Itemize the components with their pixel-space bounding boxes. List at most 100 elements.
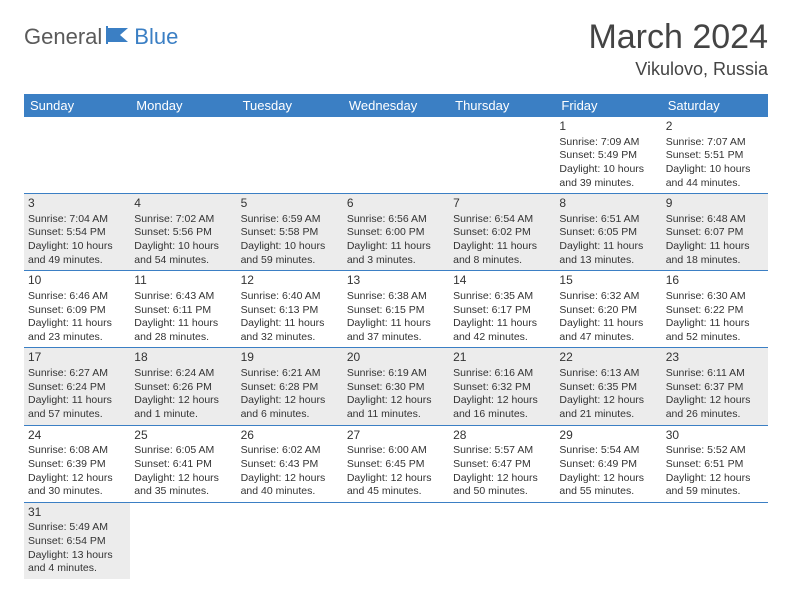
location: Vikulovo, Russia <box>588 59 768 80</box>
day-number: 3 <box>28 196 126 212</box>
sunset-text: Sunset: 6:13 PM <box>241 304 339 318</box>
daylight-text: Daylight: 11 hours and 28 minutes. <box>134 317 232 344</box>
calendar-cell: 16Sunrise: 6:30 AMSunset: 6:22 PMDayligh… <box>662 271 768 348</box>
sunrise-text: Sunrise: 6:48 AM <box>666 213 764 227</box>
calendar-cell: 7Sunrise: 6:54 AMSunset: 6:02 PMDaylight… <box>449 194 555 271</box>
daylight-text: Daylight: 12 hours and 55 minutes. <box>559 472 657 499</box>
day-number: 19 <box>241 350 339 366</box>
sunset-text: Sunset: 6:11 PM <box>134 304 232 318</box>
sunrise-text: Sunrise: 6:40 AM <box>241 290 339 304</box>
day-number: 31 <box>28 505 126 521</box>
day-number: 18 <box>134 350 232 366</box>
calendar-cell: 28Sunrise: 5:57 AMSunset: 6:47 PMDayligh… <box>449 425 555 502</box>
day-number: 24 <box>28 428 126 444</box>
calendar-cell: 3Sunrise: 7:04 AMSunset: 5:54 PMDaylight… <box>24 194 130 271</box>
daylight-text: Daylight: 12 hours and 50 minutes. <box>453 472 551 499</box>
daylight-text: Daylight: 10 hours and 59 minutes. <box>241 240 339 267</box>
calendar-cell: 15Sunrise: 6:32 AMSunset: 6:20 PMDayligh… <box>555 271 661 348</box>
sunset-text: Sunset: 5:51 PM <box>666 149 764 163</box>
sunset-text: Sunset: 6:45 PM <box>347 458 445 472</box>
calendar-row: 10Sunrise: 6:46 AMSunset: 6:09 PMDayligh… <box>24 271 768 348</box>
day-number: 21 <box>453 350 551 366</box>
calendar-cell <box>662 502 768 579</box>
daylight-text: Daylight: 12 hours and 1 minute. <box>134 394 232 421</box>
calendar-cell <box>343 117 449 194</box>
daylight-text: Daylight: 12 hours and 30 minutes. <box>28 472 126 499</box>
sunrise-text: Sunrise: 6:35 AM <box>453 290 551 304</box>
calendar-cell <box>130 502 236 579</box>
calendar-cell <box>449 502 555 579</box>
calendar-cell: 13Sunrise: 6:38 AMSunset: 6:15 PMDayligh… <box>343 271 449 348</box>
calendar-body: 1Sunrise: 7:09 AMSunset: 5:49 PMDaylight… <box>24 117 768 579</box>
daylight-text: Daylight: 10 hours and 54 minutes. <box>134 240 232 267</box>
day-number: 8 <box>559 196 657 212</box>
calendar-cell <box>130 117 236 194</box>
calendar-cell: 24Sunrise: 6:08 AMSunset: 6:39 PMDayligh… <box>24 425 130 502</box>
weekday-header-row: Sunday Monday Tuesday Wednesday Thursday… <box>24 94 768 117</box>
daylight-text: Daylight: 12 hours and 11 minutes. <box>347 394 445 421</box>
calendar-row: 3Sunrise: 7:04 AMSunset: 5:54 PMDaylight… <box>24 194 768 271</box>
sunrise-text: Sunrise: 6:46 AM <box>28 290 126 304</box>
calendar-cell <box>449 117 555 194</box>
sunrise-text: Sunrise: 6:51 AM <box>559 213 657 227</box>
calendar-cell <box>343 502 449 579</box>
weekday-header: Thursday <box>449 94 555 117</box>
sunset-text: Sunset: 6:49 PM <box>559 458 657 472</box>
sunset-text: Sunset: 5:58 PM <box>241 226 339 240</box>
day-number: 11 <box>134 273 232 289</box>
sunset-text: Sunset: 5:54 PM <box>28 226 126 240</box>
calendar-cell: 5Sunrise: 6:59 AMSunset: 5:58 PMDaylight… <box>237 194 343 271</box>
sunrise-text: Sunrise: 6:02 AM <box>241 444 339 458</box>
sunrise-text: Sunrise: 5:54 AM <box>559 444 657 458</box>
sunset-text: Sunset: 6:47 PM <box>453 458 551 472</box>
calendar-cell: 30Sunrise: 5:52 AMSunset: 6:51 PMDayligh… <box>662 425 768 502</box>
logo: General Blue <box>24 24 178 50</box>
day-number: 28 <box>453 428 551 444</box>
calendar-cell: 18Sunrise: 6:24 AMSunset: 6:26 PMDayligh… <box>130 348 236 425</box>
sunrise-text: Sunrise: 6:38 AM <box>347 290 445 304</box>
calendar-row: 24Sunrise: 6:08 AMSunset: 6:39 PMDayligh… <box>24 425 768 502</box>
daylight-text: Daylight: 10 hours and 39 minutes. <box>559 163 657 190</box>
calendar-cell: 17Sunrise: 6:27 AMSunset: 6:24 PMDayligh… <box>24 348 130 425</box>
sunset-text: Sunset: 6:43 PM <box>241 458 339 472</box>
weekday-header: Tuesday <box>237 94 343 117</box>
sunrise-text: Sunrise: 6:13 AM <box>559 367 657 381</box>
daylight-text: Daylight: 12 hours and 40 minutes. <box>241 472 339 499</box>
calendar-row: 1Sunrise: 7:09 AMSunset: 5:49 PMDaylight… <box>24 117 768 194</box>
day-number: 29 <box>559 428 657 444</box>
day-number: 14 <box>453 273 551 289</box>
sunrise-text: Sunrise: 6:27 AM <box>28 367 126 381</box>
month-title: March 2024 <box>588 18 768 57</box>
sunrise-text: Sunrise: 6:08 AM <box>28 444 126 458</box>
daylight-text: Daylight: 12 hours and 35 minutes. <box>134 472 232 499</box>
day-number: 15 <box>559 273 657 289</box>
sunset-text: Sunset: 6:02 PM <box>453 226 551 240</box>
weekday-header: Saturday <box>662 94 768 117</box>
day-number: 20 <box>347 350 445 366</box>
sunrise-text: Sunrise: 6:21 AM <box>241 367 339 381</box>
logo-text-general: General <box>24 24 102 50</box>
calendar-row: 31Sunrise: 5:49 AMSunset: 6:54 PMDayligh… <box>24 502 768 579</box>
calendar-cell: 1Sunrise: 7:09 AMSunset: 5:49 PMDaylight… <box>555 117 661 194</box>
daylight-text: Daylight: 12 hours and 59 minutes. <box>666 472 764 499</box>
daylight-text: Daylight: 10 hours and 44 minutes. <box>666 163 764 190</box>
day-number: 7 <box>453 196 551 212</box>
calendar-cell: 12Sunrise: 6:40 AMSunset: 6:13 PMDayligh… <box>237 271 343 348</box>
calendar-cell: 29Sunrise: 5:54 AMSunset: 6:49 PMDayligh… <box>555 425 661 502</box>
title-block: March 2024 Vikulovo, Russia <box>588 18 768 80</box>
day-number: 30 <box>666 428 764 444</box>
calendar-cell: 27Sunrise: 6:00 AMSunset: 6:45 PMDayligh… <box>343 425 449 502</box>
sunrise-text: Sunrise: 6:32 AM <box>559 290 657 304</box>
daylight-text: Daylight: 11 hours and 32 minutes. <box>241 317 339 344</box>
sunset-text: Sunset: 6:17 PM <box>453 304 551 318</box>
daylight-text: Daylight: 12 hours and 45 minutes. <box>347 472 445 499</box>
daylight-text: Daylight: 11 hours and 18 minutes. <box>666 240 764 267</box>
calendar-cell: 11Sunrise: 6:43 AMSunset: 6:11 PMDayligh… <box>130 271 236 348</box>
daylight-text: Daylight: 11 hours and 57 minutes. <box>28 394 126 421</box>
day-number: 10 <box>28 273 126 289</box>
day-number: 16 <box>666 273 764 289</box>
sunrise-text: Sunrise: 6:30 AM <box>666 290 764 304</box>
day-number: 12 <box>241 273 339 289</box>
sunset-text: Sunset: 6:37 PM <box>666 381 764 395</box>
daylight-text: Daylight: 13 hours and 4 minutes. <box>28 549 126 576</box>
